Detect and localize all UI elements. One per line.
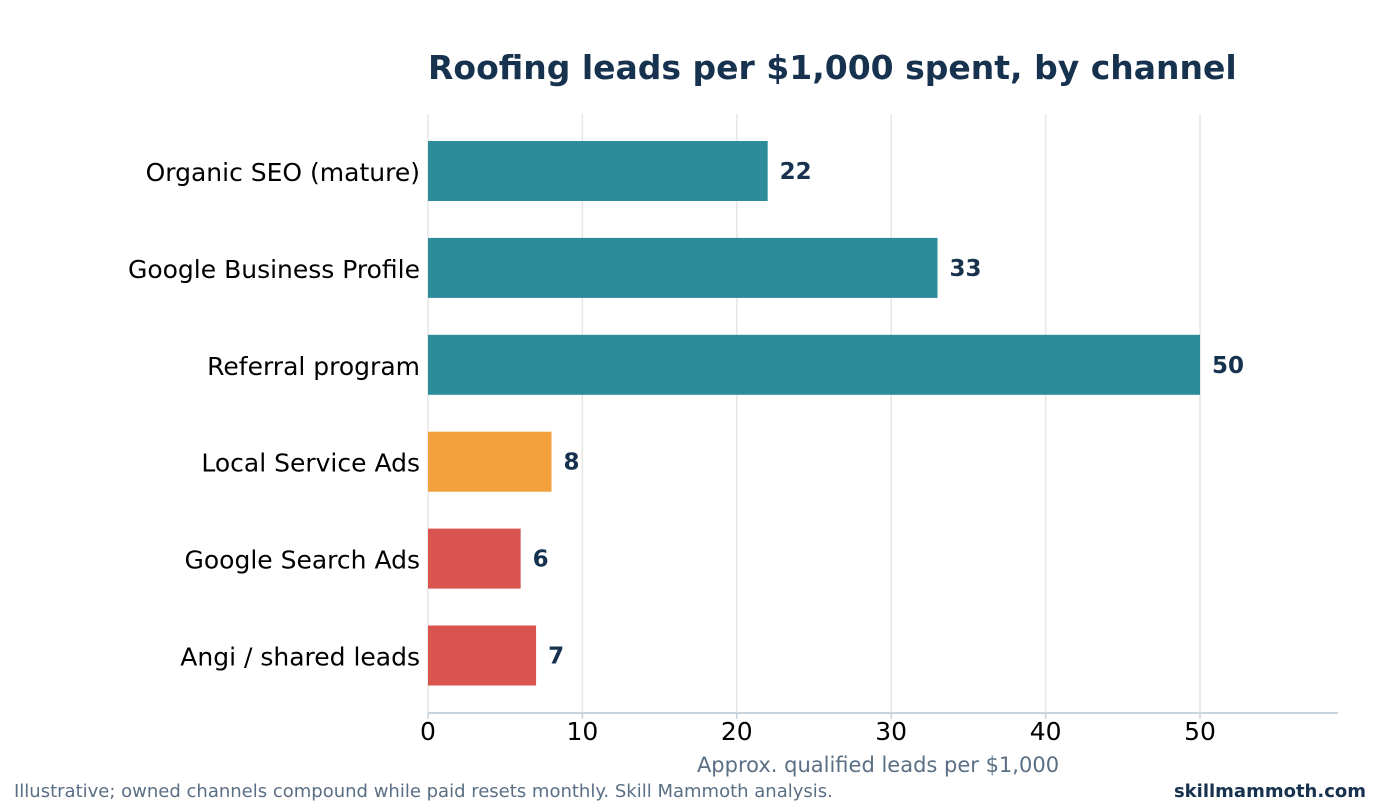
brand-link[interactable]: skillmammoth.com xyxy=(1173,781,1366,802)
value-label: 7 xyxy=(548,644,564,670)
bar xyxy=(428,237,938,298)
category-label: Google Business Profile xyxy=(128,255,420,284)
value-label: 50 xyxy=(1212,353,1244,379)
category-label: Google Search Ads xyxy=(185,546,421,575)
value-label: 6 xyxy=(533,547,549,573)
value-label: 33 xyxy=(950,256,982,282)
x-tick-label: 30 xyxy=(875,717,907,746)
x-tick-label: 0 xyxy=(420,717,436,746)
category-label: Referral program xyxy=(207,352,420,381)
category-label: Angi / shared leads xyxy=(180,643,420,672)
bar xyxy=(428,141,768,201)
bar xyxy=(428,431,552,492)
bar xyxy=(428,625,537,686)
footnote: Illustrative; owned channels compound wh… xyxy=(14,781,833,802)
x-axis-label: Approx. qualified leads per $1,000 xyxy=(697,753,1059,777)
bar xyxy=(428,528,521,589)
x-tick-label: 50 xyxy=(1184,717,1216,746)
x-tick-label: 20 xyxy=(721,717,753,746)
value-label: 22 xyxy=(780,159,812,185)
bar xyxy=(428,334,1200,395)
chart-title: Roofing leads per $1,000 spent, by chann… xyxy=(428,48,1237,87)
category-label: Local Service Ads xyxy=(201,449,420,478)
category-label: Organic SEO (mature) xyxy=(146,158,420,187)
value-label: 8 xyxy=(564,450,580,476)
x-tick-label: 10 xyxy=(566,717,598,746)
x-tick-label: 40 xyxy=(1030,717,1062,746)
